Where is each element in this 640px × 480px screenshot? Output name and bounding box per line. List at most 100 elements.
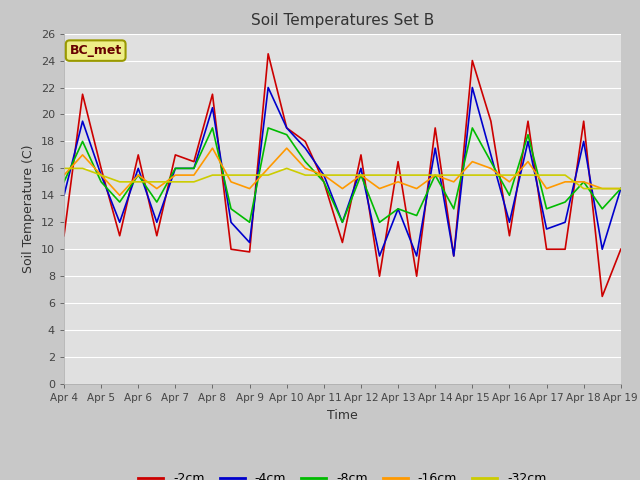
-2cm [487, 118, 495, 124]
-4cm [246, 240, 253, 245]
-16cm [506, 179, 513, 185]
-8cm [320, 179, 328, 185]
-8cm [543, 206, 550, 212]
-16cm [209, 145, 216, 151]
-32cm [580, 186, 588, 192]
-4cm [357, 166, 365, 171]
-2cm [116, 233, 124, 239]
-32cm [468, 172, 476, 178]
-2cm [376, 273, 383, 279]
-8cm [190, 166, 198, 171]
-16cm [190, 172, 198, 178]
-16cm [153, 186, 161, 192]
-2cm [153, 233, 161, 239]
-4cm [339, 219, 346, 225]
-16cm [357, 172, 365, 178]
-16cm [246, 186, 253, 192]
-32cm [320, 172, 328, 178]
-2cm [450, 253, 458, 259]
-2cm [246, 249, 253, 255]
Line: -32cm: -32cm [64, 168, 621, 189]
-4cm [116, 219, 124, 225]
-32cm [413, 172, 420, 178]
Line: -16cm: -16cm [64, 148, 621, 195]
-32cm [543, 172, 550, 178]
-4cm [413, 253, 420, 259]
-2cm [134, 152, 142, 158]
-32cm [283, 166, 291, 171]
Line: -4cm: -4cm [64, 87, 621, 256]
-16cm [320, 172, 328, 178]
-32cm [246, 172, 253, 178]
-2cm [357, 152, 365, 158]
-4cm [468, 84, 476, 90]
-4cm [543, 226, 550, 232]
-2cm [468, 58, 476, 63]
-2cm [320, 179, 328, 185]
-16cm [376, 186, 383, 192]
-8cm [617, 186, 625, 192]
-8cm [79, 139, 86, 144]
-4cm [598, 246, 606, 252]
-32cm [450, 172, 458, 178]
-16cm [450, 179, 458, 185]
-2cm [283, 125, 291, 131]
-32cm [524, 172, 532, 178]
-2cm [580, 118, 588, 124]
X-axis label: Time: Time [327, 408, 358, 421]
-8cm [153, 199, 161, 205]
-4cm [60, 192, 68, 198]
-32cm [617, 186, 625, 192]
-16cm [283, 145, 291, 151]
-2cm [60, 233, 68, 239]
-32cm [506, 172, 513, 178]
-16cm [79, 152, 86, 158]
-16cm [97, 172, 105, 178]
-2cm [227, 246, 235, 252]
Text: BC_met: BC_met [70, 44, 122, 57]
-32cm [134, 179, 142, 185]
-4cm [264, 84, 272, 90]
-32cm [598, 186, 606, 192]
-2cm [172, 152, 179, 158]
-32cm [264, 172, 272, 178]
-16cm [524, 159, 532, 165]
-32cm [172, 179, 179, 185]
Line: -2cm: -2cm [64, 54, 621, 296]
-8cm [376, 219, 383, 225]
-16cm [339, 186, 346, 192]
-8cm [97, 179, 105, 185]
-32cm [376, 172, 383, 178]
-4cm [580, 139, 588, 144]
-32cm [487, 172, 495, 178]
-32cm [394, 172, 402, 178]
-8cm [172, 166, 179, 171]
-16cm [394, 179, 402, 185]
-16cm [580, 179, 588, 185]
-8cm [301, 159, 309, 165]
-8cm [264, 125, 272, 131]
-2cm [264, 51, 272, 57]
-4cm [209, 105, 216, 110]
-8cm [524, 132, 532, 138]
-16cm [172, 172, 179, 178]
-32cm [301, 172, 309, 178]
-32cm [190, 179, 198, 185]
Y-axis label: Soil Temperature (C): Soil Temperature (C) [22, 144, 35, 273]
-8cm [394, 206, 402, 212]
-8cm [598, 206, 606, 212]
-32cm [209, 172, 216, 178]
-16cm [598, 186, 606, 192]
-32cm [116, 179, 124, 185]
-2cm [413, 273, 420, 279]
-4cm [617, 186, 625, 192]
-32cm [79, 166, 86, 171]
-2cm [543, 246, 550, 252]
-32cm [97, 172, 105, 178]
-4cm [301, 145, 309, 151]
-8cm [116, 199, 124, 205]
-16cm [561, 179, 569, 185]
-2cm [79, 91, 86, 97]
-4cm [227, 219, 235, 225]
-8cm [506, 192, 513, 198]
